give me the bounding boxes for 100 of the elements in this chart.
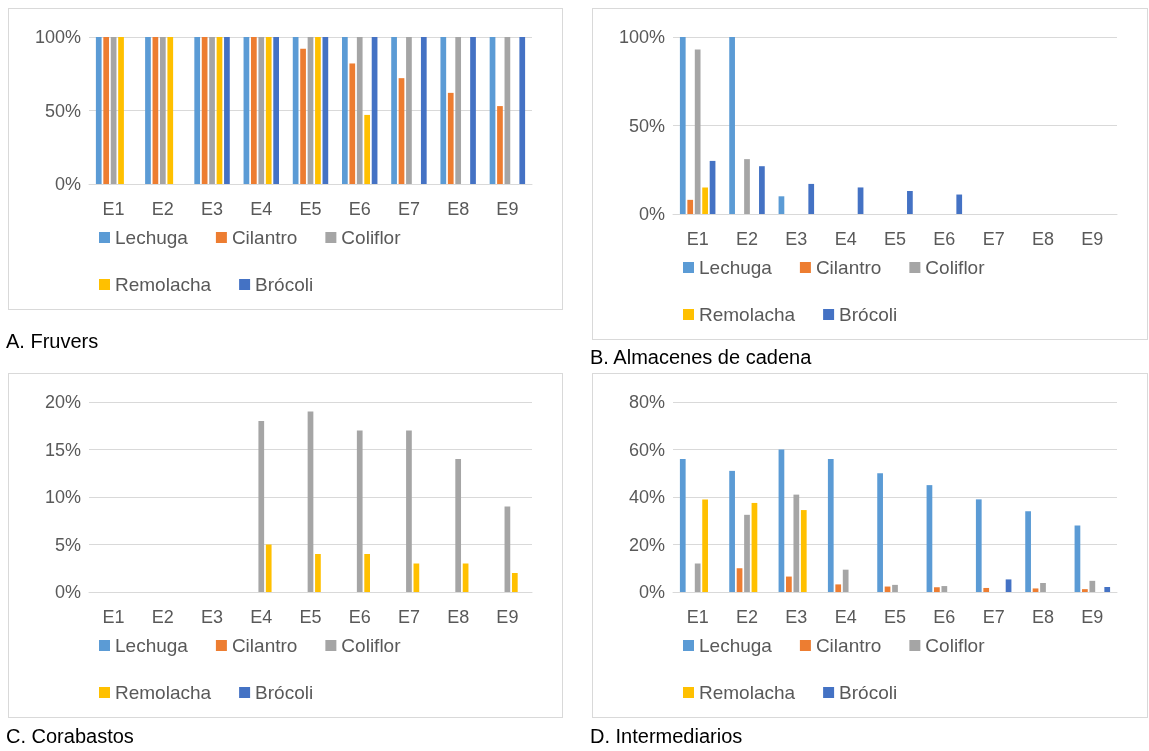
- bar: [759, 166, 765, 214]
- bar: [356, 37, 363, 184]
- bar: [420, 37, 427, 184]
- x-tick-label: E9: [1081, 229, 1104, 249]
- x-tick-label: E8: [1031, 229, 1055, 249]
- bar: [455, 459, 462, 592]
- x-tick-label: E6: [348, 199, 371, 219]
- legend-label: Lechuga: [699, 257, 773, 278]
- bar: [744, 159, 750, 214]
- bar: [907, 190, 913, 214]
- bar: [694, 563, 701, 592]
- bar: [391, 37, 397, 184]
- y-tick-label: 0%: [638, 204, 665, 224]
- bar: [941, 586, 948, 592]
- legend-label: Coliflor: [925, 635, 986, 656]
- legend-label: Coliflor: [925, 257, 986, 278]
- bar: [406, 430, 412, 592]
- x-tick-label: E4: [834, 607, 857, 627]
- x-tick-label: E2: [735, 229, 759, 249]
- legend-label: Cilantro: [815, 257, 882, 278]
- bar: [406, 37, 412, 184]
- y-tick-label: 80%: [628, 392, 665, 412]
- x-tick-label: E8: [447, 199, 470, 219]
- bar: [265, 544, 272, 592]
- bar: [159, 37, 166, 184]
- y-tick-label: 0%: [54, 174, 81, 194]
- x-tick-label: E2: [735, 607, 759, 627]
- bar: [273, 37, 279, 184]
- legend-label: Brócoli: [839, 304, 898, 325]
- x-tick-label: E3: [201, 199, 224, 219]
- y-tick-label: 50%: [44, 100, 81, 121]
- bar: [687, 199, 694, 214]
- text: C. Corabastos: [6, 725, 134, 748]
- bar: [1040, 582, 1046, 592]
- bar: [224, 37, 230, 184]
- bar: [835, 584, 842, 592]
- bar: [800, 510, 807, 592]
- bar: [744, 514, 750, 592]
- bar: [729, 470, 735, 592]
- bar: [1032, 588, 1039, 592]
- bar: [983, 587, 990, 592]
- legend-label: Brócoli: [255, 682, 314, 703]
- x-tick-label: E7: [982, 229, 1005, 249]
- bar: [1025, 511, 1031, 592]
- bar: [892, 584, 898, 592]
- x-tick-label: E1: [102, 607, 125, 627]
- bar: [729, 37, 735, 214]
- x-tick-label: E3: [785, 607, 808, 627]
- legend-label: Coliflor: [341, 227, 402, 248]
- bar: [1005, 579, 1012, 592]
- y-tick-label: 50%: [628, 115, 665, 136]
- bar: [209, 37, 215, 184]
- x-tick-label: E3: [785, 229, 808, 249]
- y-tick-label: 40%: [628, 487, 665, 507]
- text: D. Intermediarios: [590, 725, 743, 748]
- x-tick-label: E1: [102, 199, 125, 219]
- bar: [519, 37, 526, 184]
- bar: [167, 37, 174, 184]
- x-tick-label: E5: [299, 607, 322, 627]
- x-tick-label: E6: [348, 607, 371, 627]
- legend-label: Cilantro: [231, 635, 298, 656]
- bar: [315, 554, 321, 592]
- y-tick-label: 100%: [34, 27, 81, 47]
- bar: [1104, 587, 1111, 592]
- x-tick-label: E7: [982, 607, 1005, 627]
- bar: [356, 430, 363, 592]
- x-tick-label: E5: [883, 607, 907, 627]
- x-tick-label: E5: [299, 199, 322, 219]
- legend-label: Cilantro: [815, 635, 882, 656]
- bar: [808, 183, 815, 214]
- y-tick-label: 60%: [628, 439, 665, 460]
- x-tick-label: E4: [834, 229, 857, 249]
- bar: [258, 37, 265, 184]
- bar: [470, 37, 476, 184]
- legend-label: Remolacha: [115, 274, 212, 295]
- bar: [250, 37, 257, 184]
- bar: [842, 569, 849, 592]
- x-tick-label: E4: [250, 199, 273, 219]
- bar: [827, 459, 834, 592]
- legend-label: Lechuga: [115, 227, 189, 248]
- x-tick-label: E9: [496, 199, 519, 219]
- bar: [956, 194, 963, 214]
- bar: [364, 554, 371, 592]
- bar: [103, 37, 110, 184]
- bar: [440, 37, 447, 184]
- bar: [679, 37, 686, 214]
- legend-label: Brócoli: [255, 274, 314, 295]
- legend-label: Cilantro: [231, 227, 298, 248]
- text: A. Fruvers: [6, 330, 99, 353]
- x-tick-label: E3: [201, 607, 224, 627]
- bar: [315, 37, 321, 184]
- y-tick-label: 5%: [54, 534, 81, 555]
- x-tick-label: E2: [151, 199, 174, 219]
- legend-label: Remolacha: [115, 682, 212, 703]
- legend-label: Brócoli: [839, 682, 898, 703]
- bar: [679, 459, 686, 592]
- bar: [694, 49, 701, 214]
- bar: [258, 421, 265, 592]
- bar: [342, 37, 348, 184]
- x-tick-label: E7: [397, 199, 420, 219]
